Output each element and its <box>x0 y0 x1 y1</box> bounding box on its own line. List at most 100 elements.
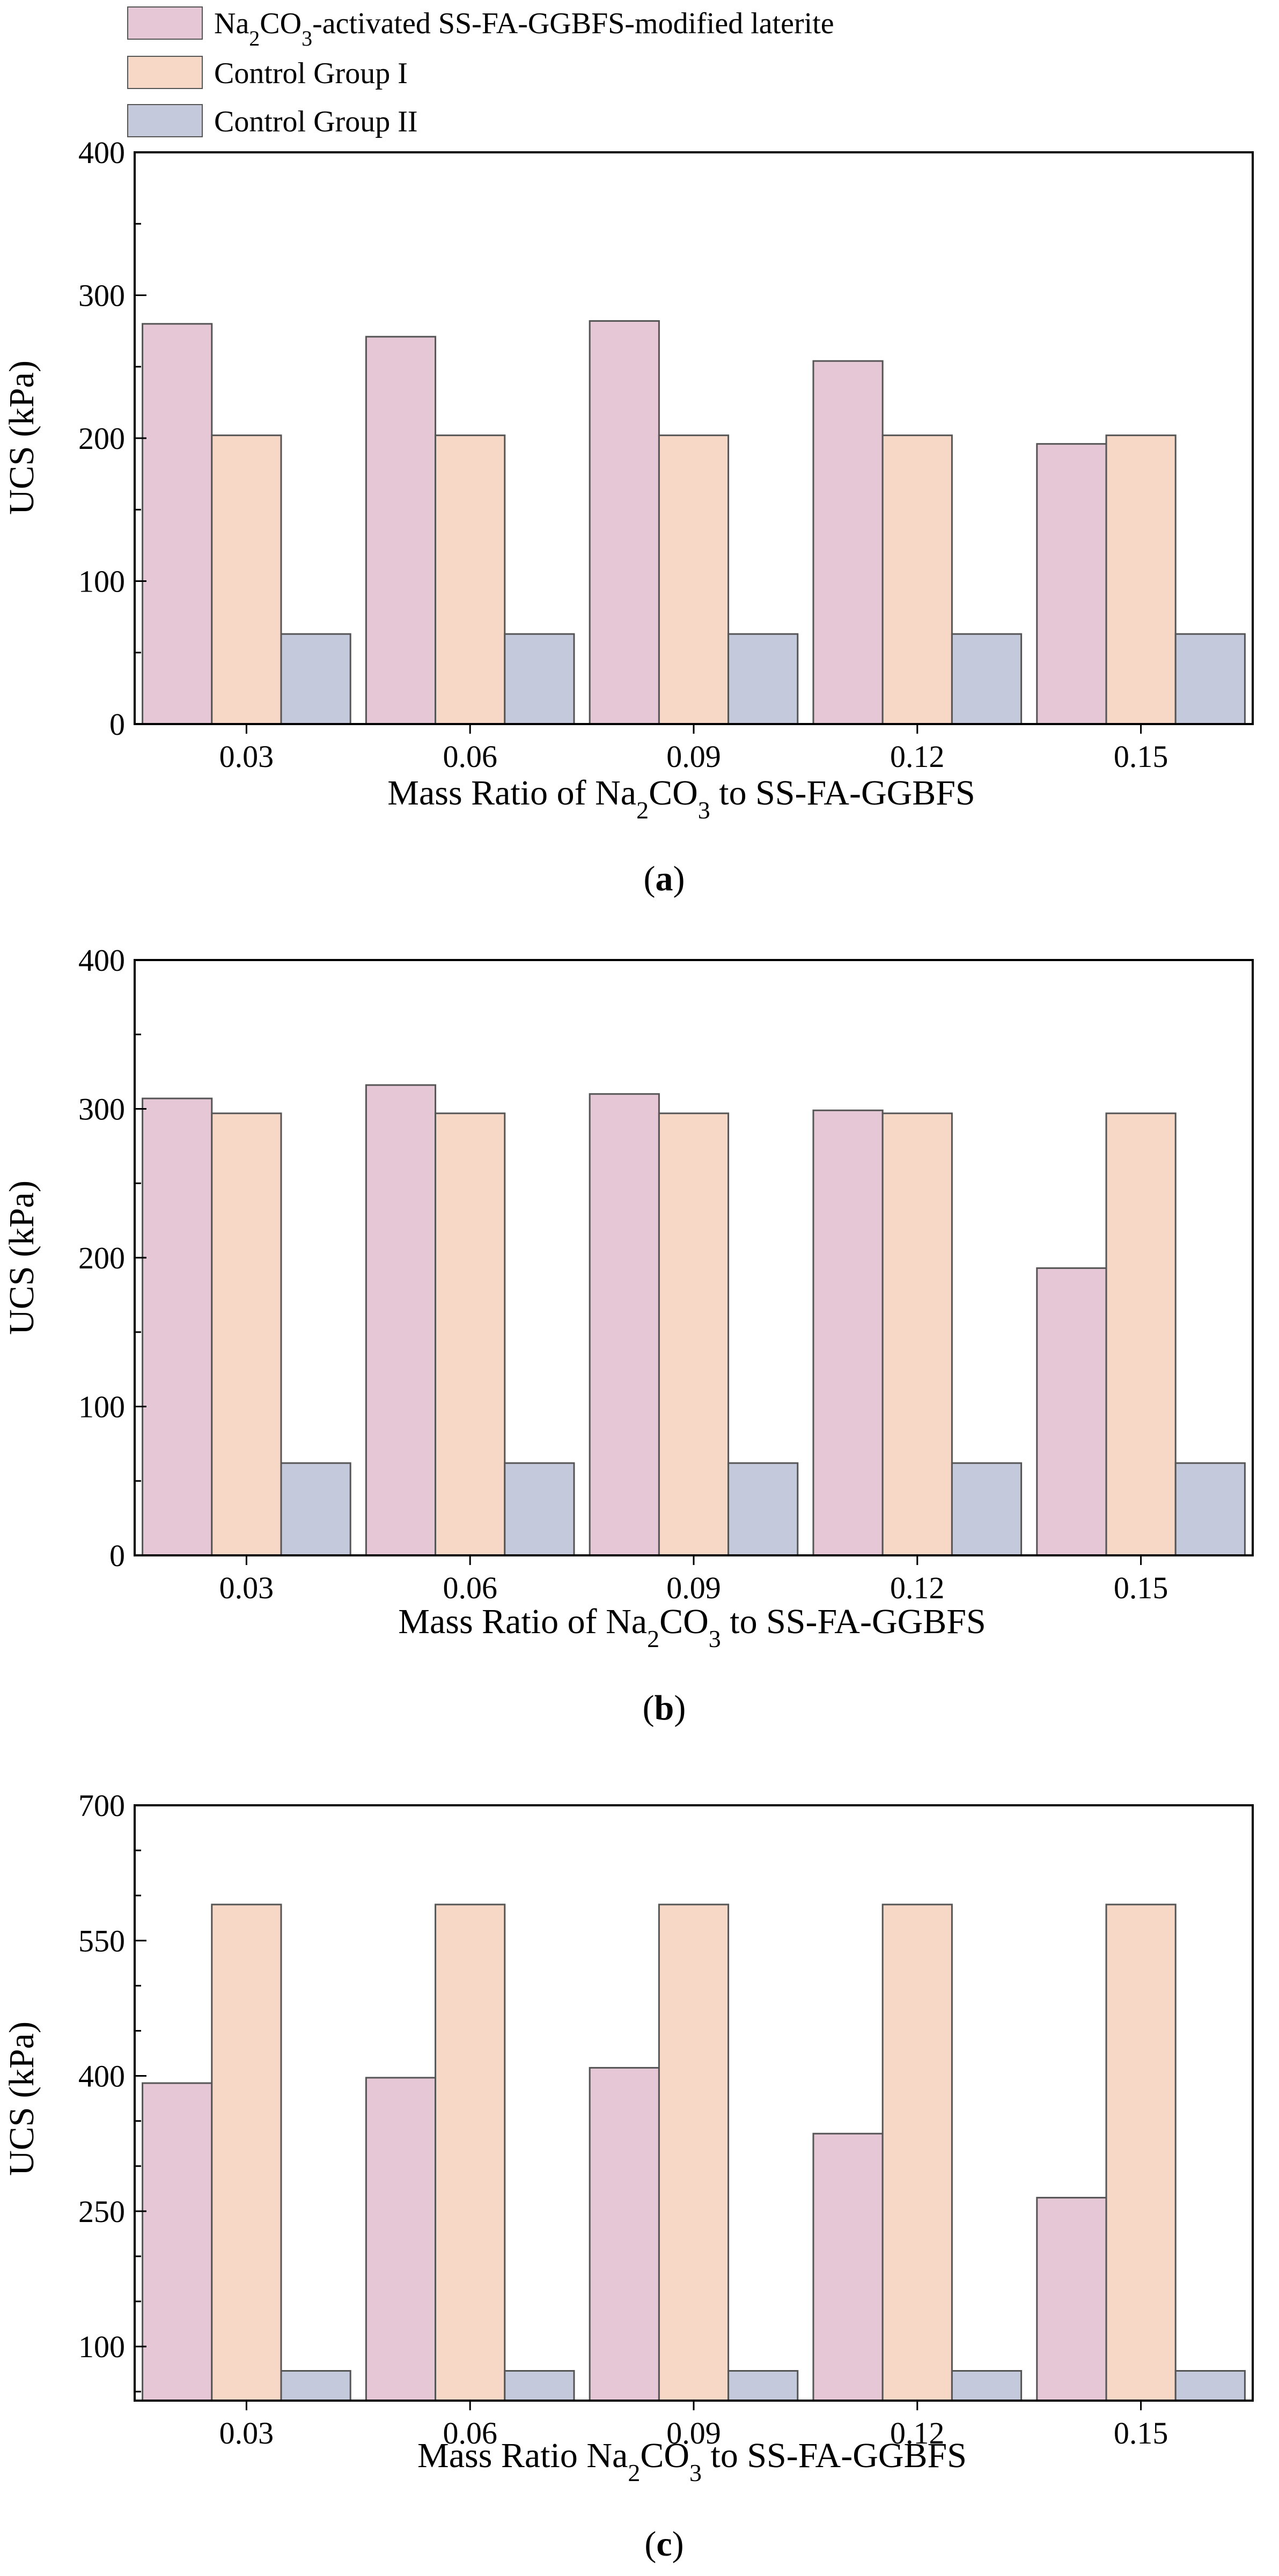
y-tick-label: 100 <box>78 2329 125 2364</box>
y-tick-label: 550 <box>78 1923 125 1958</box>
plot-frame <box>134 959 1254 1556</box>
bar-series-2-0.06 <box>504 1462 575 1556</box>
bar-series-2-0.09 <box>727 633 799 725</box>
y-tick-label: 0 <box>109 1538 125 1573</box>
y-tick-label: 250 <box>78 2194 125 2229</box>
x-tick-label-0.12: 0.12 <box>890 2416 945 2450</box>
x-axis-ticks: 0.03 0.06 0.09 0.12 0.15 <box>219 724 1168 774</box>
y-axis-ticks: 100 250 400 550 700 <box>78 1788 146 2393</box>
bar-series-1-0.03 <box>211 1903 282 2402</box>
bar-series-2-0.15 <box>1174 1462 1246 1556</box>
bar-series-2-0.03 <box>280 2370 351 2402</box>
bar-series-0-0.15 <box>1036 2197 1107 2402</box>
bar-series-2-0.03 <box>280 633 351 725</box>
y-axis-ticks: 0 100 200 300 400 <box>78 135 146 742</box>
bar-series-0-0.06 <box>365 2077 437 2402</box>
bar-series-1-0.09 <box>658 1112 730 1556</box>
bar-series-2-0.09 <box>727 2370 799 2402</box>
chart-panel-c: 100 250 400 550 700 0.03 0.06 0.09 0.12 0.15 UCS… <box>2 1788 1254 2564</box>
x-tick-label-0.09: 0.09 <box>666 2416 721 2450</box>
bar-series-1-0.06 <box>435 434 506 725</box>
bar-series-2-0.12 <box>951 1462 1023 1556</box>
x-tick-label-0.15: 0.15 <box>1114 1570 1168 1605</box>
x-axis-label: Mass Ratio of Na2CO3 to SS-FA-GGBFS <box>387 773 975 824</box>
bar-series-0-0.06 <box>365 1084 437 1556</box>
bar-series-0-0.12 <box>812 1109 884 1556</box>
bar-series-0-0.12 <box>812 2132 884 2402</box>
y-tick-label: 400 <box>78 943 125 978</box>
legend-swatch-series-2 <box>127 104 203 137</box>
bars-group <box>142 320 1246 725</box>
y-axis-label: UCS (kPa) <box>2 1180 41 1335</box>
plot-frame <box>134 1804 1254 2402</box>
y-axis-label: UCS (kPa) <box>2 360 41 515</box>
y-tick-label: 400 <box>78 2059 125 2094</box>
x-axis-ticks: 0.03 0.06 0.09 0.12 0.15 <box>219 1555 1168 1605</box>
x-tick-label-0.03: 0.03 <box>219 739 274 774</box>
chart-panel-b: 0 100 200 300 400 0.03 0.06 0.09 0.12 0.15 UCS (… <box>2 943 1254 1728</box>
legend-label-series-1: Control Group I <box>214 57 408 90</box>
bar-series-0-0.15 <box>1036 1267 1107 1556</box>
x-tick-label-0.09: 0.09 <box>666 739 721 774</box>
bar-series-1-0.12 <box>881 1903 953 2402</box>
bar-series-2-0.15 <box>1174 633 1246 725</box>
bar-series-0-0.12 <box>812 360 884 725</box>
x-tick-label-0.06: 0.06 <box>443 2416 497 2450</box>
x-axis-label: Mass Ratio of Na2CO3 to SS-FA-GGBFS <box>398 1602 986 1652</box>
bar-series-0-0.09 <box>589 320 660 725</box>
bar-series-2-0.06 <box>504 633 575 725</box>
legend-label-series-0: Na2CO3-activated SS-FA-GGBFS-modified la… <box>214 7 834 50</box>
bar-series-1-0.15 <box>1105 1903 1177 2402</box>
chart-panel-a: 0 100 200 300 400 0.03 0.06 0.09 0.12 0.15 UCS (… <box>2 135 1254 898</box>
y-tick-label: 100 <box>78 1390 125 1424</box>
bar-series-1-0.03 <box>211 434 282 725</box>
bar-series-1-0.15 <box>1105 1112 1177 1556</box>
plot-frame <box>134 151 1254 725</box>
bars-group <box>142 1903 1246 2402</box>
y-axis-label: UCS (kPa) <box>2 2021 41 2176</box>
bar-series-1-0.06 <box>435 1903 506 2402</box>
legend-swatch-series-0 <box>127 6 203 40</box>
x-tick-label-0.03: 0.03 <box>219 1570 274 1605</box>
bar-series-2-0.15 <box>1174 2370 1246 2402</box>
bar-series-1-0.12 <box>881 434 953 725</box>
x-tick-label-0.09: 0.09 <box>666 1570 721 1605</box>
bar-series-1-0.09 <box>658 434 730 725</box>
bar-series-2-0.12 <box>951 2370 1023 2402</box>
y-axis-ticks: 0 100 200 300 400 <box>78 943 146 1573</box>
y-tick-label: 200 <box>78 421 125 456</box>
bar-series-1-0.03 <box>211 1112 282 1556</box>
x-axis-label: Mass Ratio Na2CO3 to SS-FA-GGBFS <box>417 2436 967 2486</box>
y-tick-label: 300 <box>78 278 125 313</box>
panel-label: (b) <box>643 1688 686 1728</box>
panel-label: (a) <box>644 859 685 898</box>
panel-label: (c) <box>644 2525 683 2564</box>
bar-series-1-0.15 <box>1105 434 1177 725</box>
x-tick-label-0.06: 0.06 <box>443 739 497 774</box>
x-tick-label-0.15: 0.15 <box>1114 739 1168 774</box>
x-axis-ticks: 0.03 0.06 0.09 0.12 0.15 <box>219 2401 1168 2450</box>
x-tick-label-0.06: 0.06 <box>443 1570 497 1605</box>
bar-series-2-0.12 <box>951 633 1023 725</box>
legend-swatch-series-1 <box>127 56 203 89</box>
bar-series-1-0.12 <box>881 1112 953 1556</box>
bar-series-2-0.09 <box>727 1462 799 1556</box>
bar-series-0-0.06 <box>365 336 437 725</box>
bar-series-2-0.03 <box>280 1462 351 1556</box>
bars-group <box>142 1084 1246 1556</box>
y-tick-label: 0 <box>109 707 125 742</box>
bar-series-0-0.03 <box>142 323 213 725</box>
y-tick-label: 100 <box>78 564 125 599</box>
legend-label-series-2: Control Group II <box>214 105 418 138</box>
bar-series-0-0.09 <box>589 2066 660 2402</box>
bar-series-1-0.09 <box>658 1903 730 2402</box>
legend: Na2CO3-activated SS-FA-GGBFS-modified la… <box>127 6 834 138</box>
bar-series-0-0.15 <box>1036 443 1107 725</box>
y-tick-label: 400 <box>78 135 125 170</box>
bar-series-0-0.09 <box>589 1093 660 1556</box>
bar-series-0-0.03 <box>142 2082 213 2402</box>
y-tick-label: 700 <box>78 1788 125 1823</box>
x-tick-label-0.15: 0.15 <box>1114 2416 1168 2450</box>
y-tick-label: 300 <box>78 1092 125 1127</box>
